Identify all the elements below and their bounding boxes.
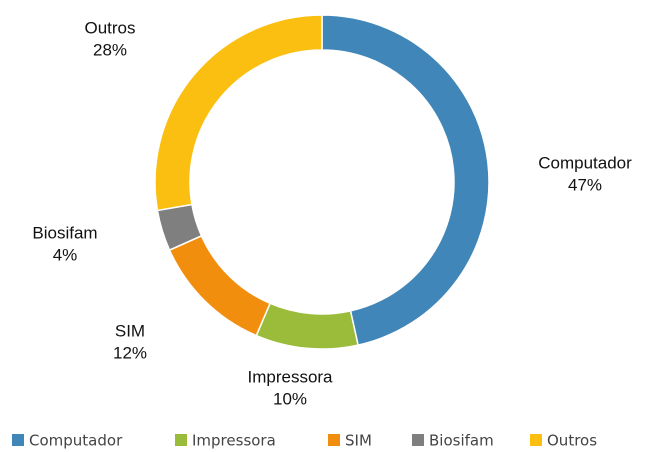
legend-label: Impressora [192, 432, 276, 450]
slice-value: 10% [273, 389, 307, 408]
slice-label: Computador [538, 153, 632, 172]
slice-label: Outros [84, 18, 135, 37]
legend-swatch [328, 434, 340, 446]
donut-slice [255, 302, 359, 350]
legend-label: SIM [345, 432, 372, 450]
legend-swatch [412, 434, 424, 446]
legend-swatch [530, 434, 542, 446]
slice-label: SIM [115, 321, 145, 340]
slice-label: Impressora [247, 367, 333, 386]
donut-slice [154, 14, 323, 212]
slice-value: 4% [53, 245, 78, 264]
legend-label: Outros [547, 432, 597, 450]
donut-slice [321, 14, 490, 346]
legend-label: Biosifam [429, 432, 494, 450]
slice-value: 47% [568, 175, 602, 194]
legend-swatch [12, 434, 24, 446]
legend-swatch [175, 434, 187, 446]
slice-value: 12% [113, 343, 147, 362]
legend-label: Computador [29, 432, 123, 450]
donut-slice [168, 234, 272, 337]
slice-value: 28% [93, 40, 127, 59]
slice-label: Biosifam [32, 223, 97, 242]
